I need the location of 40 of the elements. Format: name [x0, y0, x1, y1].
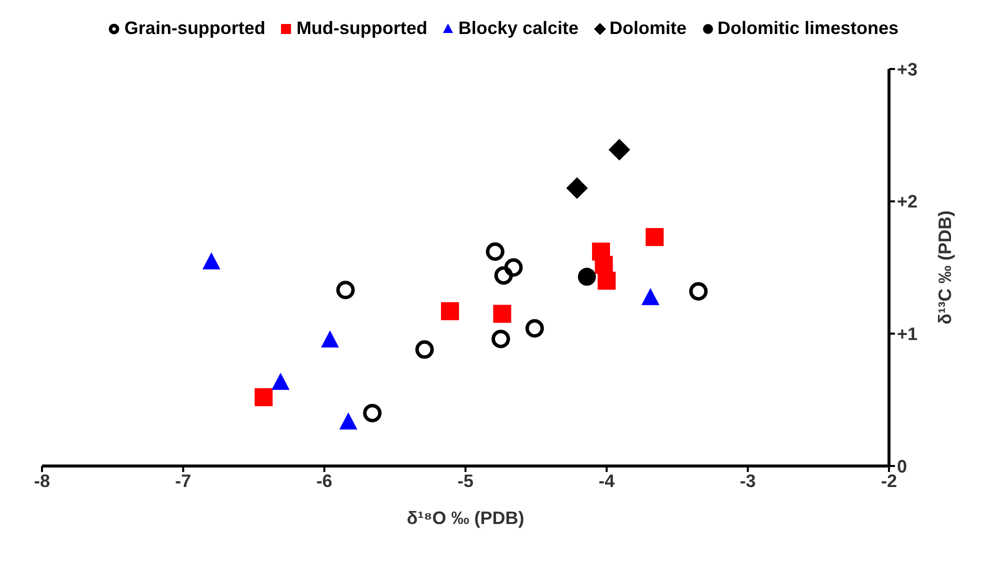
- point: [689, 282, 708, 301]
- y-tick-label: 0: [897, 456, 908, 476]
- x-tick-label: -8: [34, 470, 50, 491]
- point: [504, 258, 523, 277]
- point: [254, 388, 273, 406]
- point: [486, 242, 504, 261]
- point: [578, 268, 596, 286]
- point: [440, 302, 459, 320]
- x-tick-label: -6: [316, 470, 332, 491]
- x-tick-label: -7: [175, 470, 192, 491]
- x-tick-label: -4: [598, 470, 615, 491]
- point: [320, 330, 339, 348]
- point: [641, 288, 660, 306]
- point: [494, 266, 513, 285]
- point: [598, 272, 616, 290]
- point: [525, 319, 544, 338]
- point: [646, 228, 664, 246]
- point: [492, 330, 510, 348]
- y-axis-title: δ¹³C ‰ (PDB): [935, 210, 955, 324]
- point: [493, 304, 512, 323]
- y-tick-label: +1: [897, 324, 918, 344]
- legend-label: Mud-supported: [296, 18, 428, 39]
- y-tick-label: +3: [897, 59, 918, 80]
- legend-label: Blocky calcite: [458, 18, 578, 39]
- point: [339, 412, 358, 430]
- point: [336, 280, 355, 300]
- point: [363, 404, 382, 422]
- point: [415, 340, 434, 359]
- x-tick-label: -5: [457, 470, 474, 491]
- x-tick-label: -3: [740, 470, 756, 491]
- legend-label: Dolomite: [610, 18, 687, 39]
- point: [202, 252, 220, 270]
- point: [566, 177, 588, 199]
- legend-label: Dolomitic limestones: [718, 18, 899, 39]
- y-tick-label: +2: [897, 192, 918, 212]
- x-axis-title: δ¹⁸O ‰ (PDB): [406, 508, 524, 528]
- point: [272, 372, 290, 390]
- legend-label: Grain-supported: [124, 18, 266, 39]
- point: [608, 138, 630, 161]
- x-tick-label: -2: [880, 470, 898, 491]
